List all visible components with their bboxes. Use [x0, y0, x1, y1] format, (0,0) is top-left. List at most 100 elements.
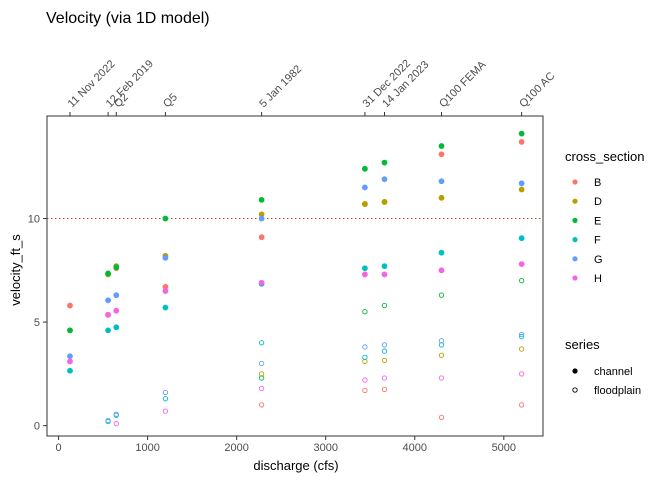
point-F-channel	[113, 324, 120, 331]
point-F-floodplain	[362, 354, 368, 360]
point-H-floodplain	[113, 420, 119, 427]
point-F-channel	[518, 235, 525, 242]
point-E-channel	[518, 130, 525, 137]
legend-key-channel	[572, 368, 578, 374]
point-G-channel	[518, 180, 525, 187]
y-axis-title: velocity_ft_s	[8, 234, 23, 306]
legend-label-E: E	[594, 215, 601, 227]
point-E-channel	[67, 327, 73, 334]
legend-key-D	[572, 198, 578, 204]
point-G-channel	[381, 176, 388, 183]
point-G-channel	[258, 215, 265, 222]
point-H-floodplain	[518, 371, 525, 377]
point-H-channel	[105, 311, 111, 318]
point-H-channel	[258, 279, 265, 286]
point-B-floodplain	[362, 387, 368, 394]
point-B-channel	[258, 234, 265, 241]
point-D-floodplain	[518, 346, 525, 352]
x-tick-label: 4000	[403, 442, 427, 454]
legend-key-B	[572, 179, 578, 185]
point-H-floodplain	[362, 377, 368, 383]
point-E-channel	[362, 165, 368, 172]
top-tick-label: Q100 AC	[517, 70, 557, 110]
point-F-channel	[67, 367, 73, 374]
point-E-floodplain	[438, 292, 445, 298]
point-F-channel	[381, 263, 388, 270]
point-G-floodplain	[258, 360, 265, 367]
point-E-channel	[438, 143, 445, 149]
point-F-floodplain	[162, 396, 169, 402]
legend-key-floodplain	[572, 387, 578, 393]
point-E-channel	[162, 215, 169, 222]
point-B-channel	[67, 302, 73, 309]
legend-label-F: F	[594, 235, 601, 247]
legend-title-cross-section: cross_section	[565, 149, 644, 164]
legend-label-G: G	[594, 254, 603, 266]
point-B-floodplain	[381, 386, 388, 393]
point-H-channel	[67, 358, 73, 365]
x-tick-label: 5000	[492, 442, 516, 454]
point-F-channel	[105, 327, 111, 334]
point-H-channel	[113, 307, 120, 314]
point-E-floodplain	[381, 302, 388, 309]
point-D-channel	[362, 201, 368, 207]
point-D-floodplain	[381, 357, 388, 364]
legend-label-D: D	[594, 196, 602, 208]
point-F-floodplain	[518, 333, 525, 340]
point-E-floodplain	[362, 309, 368, 315]
point-G-floodplain	[438, 338, 445, 344]
point-F-floodplain	[381, 348, 388, 354]
top-tick-label: 5 Jan 1982	[257, 63, 304, 110]
legend-key-E	[572, 217, 578, 223]
x-tick-label: 0	[56, 442, 62, 454]
point-G-floodplain	[113, 411, 119, 417]
y-tick-label: 10	[28, 214, 40, 226]
x-tick-label: 1000	[135, 442, 159, 454]
y-tick-label: 5	[34, 317, 40, 329]
legend-label-channel: channel	[594, 366, 633, 378]
point-H-channel	[162, 288, 169, 294]
point-H-floodplain	[258, 385, 265, 392]
x-tick-label: 2000	[224, 442, 248, 454]
point-F-channel	[162, 304, 169, 311]
legend-key-H	[572, 275, 578, 281]
point-E-channel	[105, 270, 111, 277]
point-B-channel	[518, 138, 525, 145]
point-H-channel	[362, 271, 368, 278]
point-G-floodplain	[381, 342, 388, 348]
legend-label-B: B	[594, 177, 601, 189]
point-G-channel	[67, 353, 73, 360]
top-tick-label: Q5	[161, 91, 180, 110]
legend-label-floodplain: floodplain	[594, 385, 641, 397]
point-G-floodplain	[518, 331, 525, 338]
point-B-floodplain	[438, 414, 445, 421]
point-G-floodplain	[362, 344, 368, 350]
point-G-floodplain	[162, 389, 169, 396]
point-G-channel	[438, 178, 445, 185]
point-G-channel	[113, 292, 120, 299]
point-D-channel	[438, 194, 445, 201]
point-E-channel	[381, 159, 388, 166]
point-H-channel	[381, 271, 388, 278]
point-H-channel	[438, 267, 445, 274]
chart-title: Velocity (via 1D model)	[46, 10, 210, 27]
point-E-channel	[113, 264, 120, 271]
point-F-floodplain	[258, 340, 265, 346]
point-H-floodplain	[438, 375, 445, 381]
legend-label-H: H	[594, 273, 602, 285]
point-E-floodplain	[258, 375, 265, 381]
point-E-channel	[258, 196, 265, 203]
point-D-channel	[381, 199, 388, 205]
point-H-floodplain	[381, 375, 388, 381]
x-tick-label: 3000	[313, 442, 337, 454]
point-H-channel	[518, 261, 525, 267]
point-B-floodplain	[258, 402, 265, 408]
point-B-floodplain	[518, 402, 525, 408]
x-axis-title: discharge (cfs)	[253, 458, 338, 473]
point-D-channel	[518, 186, 525, 193]
legend-title-series: series	[565, 337, 600, 352]
point-G-channel	[105, 297, 111, 304]
point-D-floodplain	[438, 352, 445, 358]
